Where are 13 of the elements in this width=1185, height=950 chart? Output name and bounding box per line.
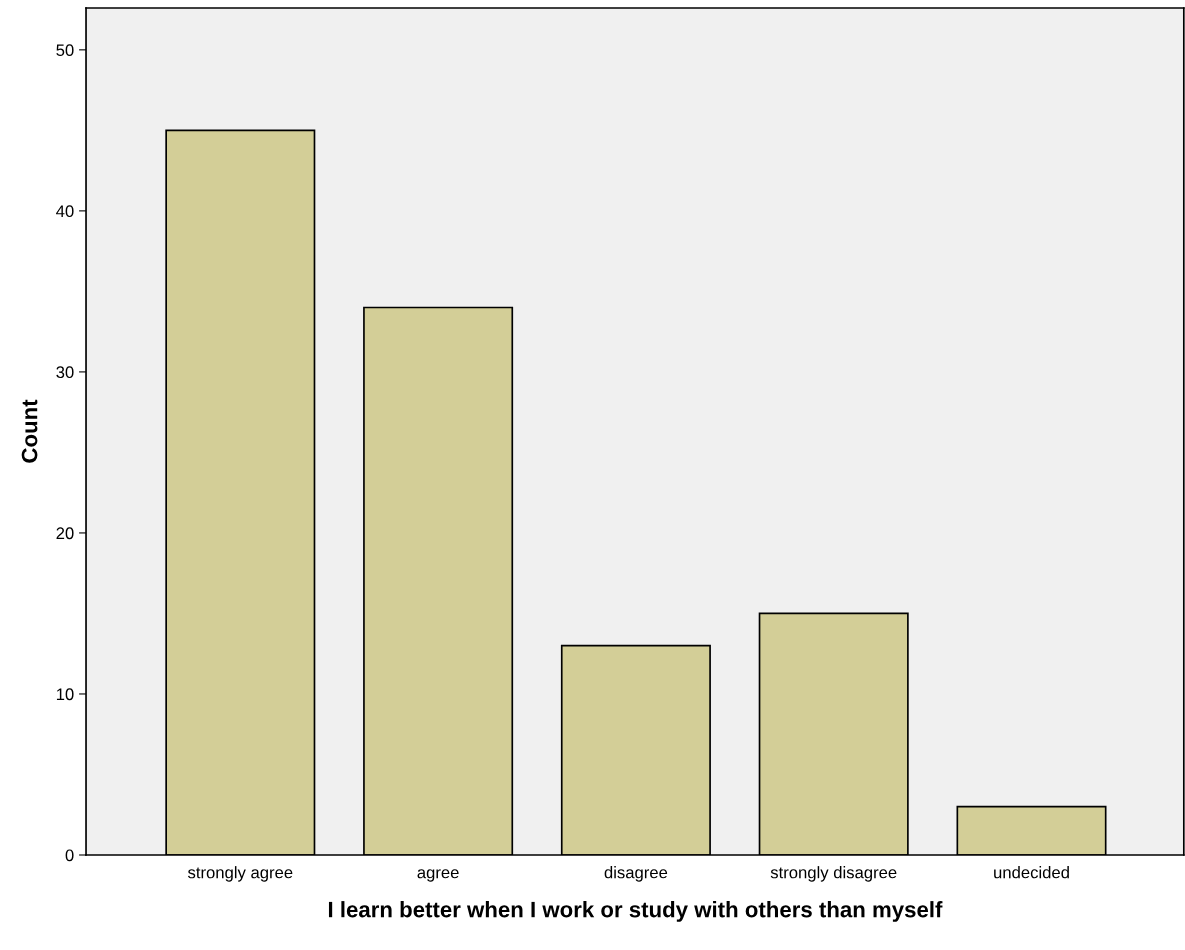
y-axis-title: Count: [21, 399, 38, 463]
x-tick-label: undecided: [994, 866, 1069, 879]
x-tick-label: disagree: [604, 866, 668, 882]
y-tick-label: 0: [65, 849, 74, 862]
x-axis-title: I learn better when I work or study with others than myself: [328, 901, 943, 922]
x-tick-label: strongly agree: [187, 866, 293, 882]
y-tick-label: 40: [56, 205, 74, 218]
y-tick-label: 50: [56, 44, 74, 57]
y-tick-label: 20: [56, 527, 74, 540]
x-tick-label: strongly disagree: [770, 866, 897, 882]
y-tick-label: 30: [56, 366, 74, 379]
y-tick-label: 10: [56, 688, 74, 701]
x-tick-label: agree: [417, 869, 459, 882]
